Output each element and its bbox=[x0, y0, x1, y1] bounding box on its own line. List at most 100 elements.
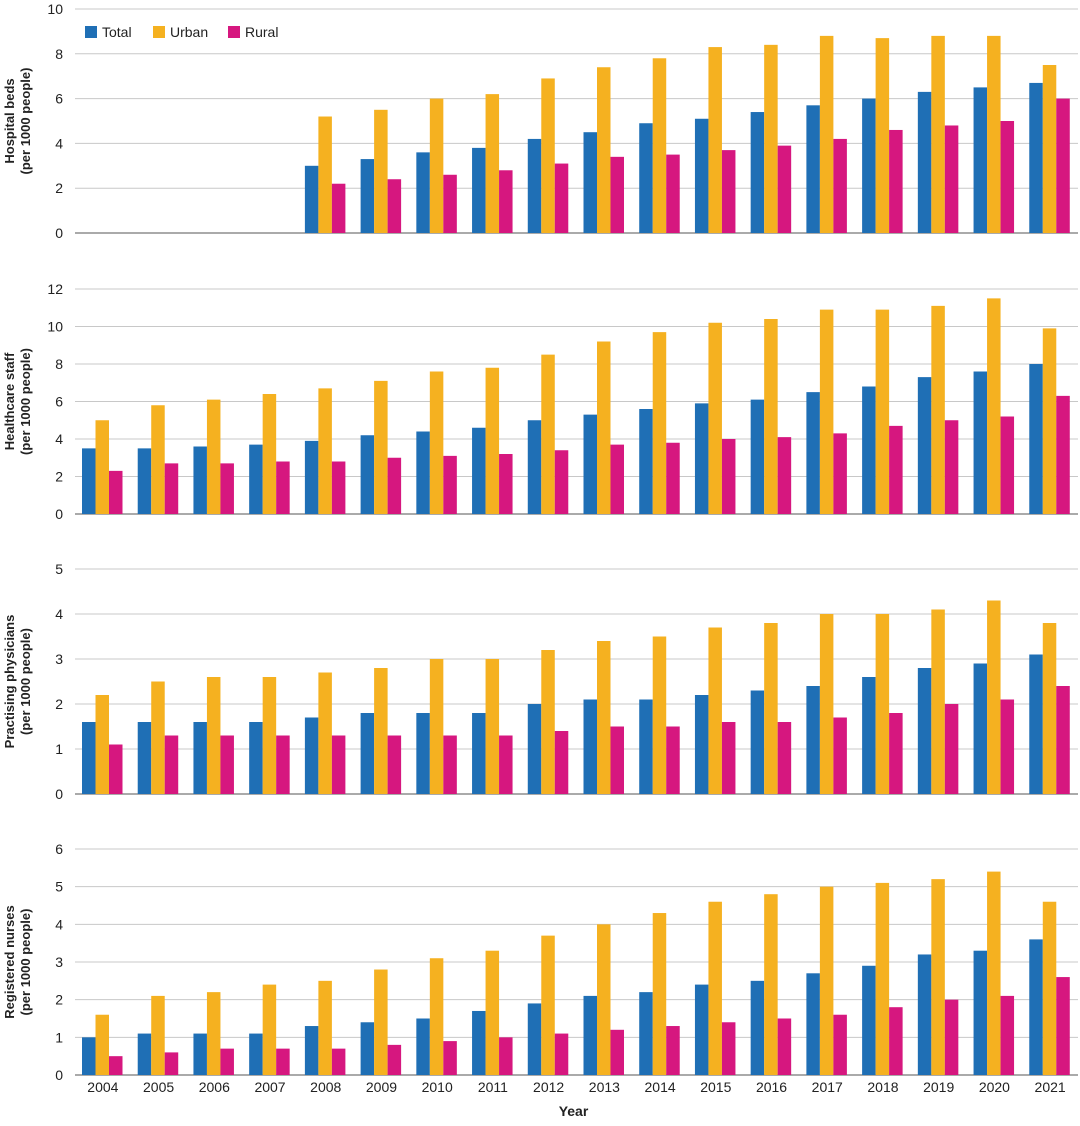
panel-3-bar-total-2019 bbox=[917, 954, 932, 1075]
panel-1-bar-urban-2017 bbox=[819, 309, 834, 514]
panel-0-ytick-2: 4 bbox=[55, 135, 63, 151]
panel-2-bar-urban-2012 bbox=[541, 650, 555, 794]
panel-3-bar-urban-2008 bbox=[318, 980, 332, 1075]
panel-2-bar-total-2004 bbox=[82, 722, 96, 794]
panel-1-bar-rural-2011 bbox=[499, 454, 513, 514]
panel-0-bar-rural-2018 bbox=[889, 129, 903, 233]
xtick-2008: 2008 bbox=[310, 1079, 341, 1095]
panel-3-bar-urban-2013 bbox=[597, 924, 611, 1075]
panel-1-bar-urban-2010 bbox=[429, 371, 444, 514]
xtick-2017: 2017 bbox=[812, 1079, 843, 1095]
panel-3-ytick-1: 1 bbox=[55, 1029, 63, 1045]
panel-1-bar-rural-2020 bbox=[1000, 416, 1015, 514]
panel-0-bar-urban-2017 bbox=[819, 35, 834, 233]
legend-swatch-rural bbox=[228, 26, 240, 38]
panel-2-ylabel: Practising physicians(per 1000 people) bbox=[2, 615, 33, 749]
panel-3-bar-total-2006 bbox=[193, 1033, 207, 1075]
panel-2-bar-rural-2008 bbox=[331, 735, 346, 794]
panel-2-bar-urban-2014 bbox=[652, 636, 667, 794]
panel-0-bar-total-2019 bbox=[917, 91, 932, 233]
panel-2-bar-total-2020 bbox=[973, 663, 988, 794]
panel-1-bar-rural-2012 bbox=[554, 450, 569, 514]
panel-1-ytick-1: 2 bbox=[55, 469, 63, 485]
xtick-2004: 2004 bbox=[87, 1079, 118, 1095]
panel-2-bar-total-2006 bbox=[193, 722, 207, 794]
panel-0-bar-total-2012 bbox=[527, 138, 542, 233]
panel-2-ytick-4: 4 bbox=[55, 606, 63, 622]
panel-0-bar-urban-2009 bbox=[374, 109, 388, 233]
panel-0-bar-total-2017 bbox=[806, 105, 820, 233]
panel-3-bar-total-2018 bbox=[862, 965, 876, 1075]
panel-1-bar-urban-2013 bbox=[597, 341, 611, 514]
panel-1-ytick-3: 6 bbox=[55, 394, 63, 410]
panel-2-bar-rural-2015 bbox=[721, 722, 736, 794]
panel-1-bar-urban-2007 bbox=[262, 394, 277, 514]
panel-0-ytick-5: 10 bbox=[47, 1, 63, 17]
panel-2-bar-urban-2013 bbox=[597, 641, 611, 794]
panel-2-bar-urban-2017 bbox=[819, 614, 834, 794]
panel-3-bar-rural-2007 bbox=[276, 1048, 290, 1075]
panel-0-bar-urban-2011 bbox=[485, 94, 500, 234]
panel-3-bar-total-2020 bbox=[973, 950, 988, 1075]
panel-2-ytick-5: 5 bbox=[55, 561, 63, 577]
panel-0-bar-rural-2019 bbox=[944, 125, 959, 233]
panel-2-bar-urban-2008 bbox=[318, 672, 332, 794]
panel-3-bar-total-2009 bbox=[360, 1022, 375, 1075]
panel-3-ytick-5: 5 bbox=[55, 879, 63, 895]
panel-2-bar-total-2009 bbox=[360, 713, 375, 794]
panel-2-bar-rural-2018 bbox=[889, 713, 903, 794]
panel-1-bar-total-2017 bbox=[806, 392, 820, 514]
panel-1-bar-urban-2020 bbox=[987, 298, 1001, 514]
legend-swatch-urban bbox=[153, 26, 165, 38]
panel-3-bar-total-2008 bbox=[304, 1026, 319, 1075]
panel-3-bar-total-2010 bbox=[416, 1018, 430, 1075]
panel-3-bar-urban-2007 bbox=[262, 984, 277, 1075]
panel-2-bar-rural-2006 bbox=[220, 735, 234, 794]
panel-2-bar-total-2021 bbox=[1029, 654, 1043, 794]
panel-0-bar-rural-2020 bbox=[1000, 121, 1015, 233]
xtick-2005: 2005 bbox=[143, 1079, 174, 1095]
panel-1-bar-total-2006 bbox=[193, 446, 207, 514]
panel-2-bar-total-2019 bbox=[917, 668, 932, 794]
panel-2-bar-total-2015 bbox=[694, 695, 709, 794]
panel-3-bar-rural-2005 bbox=[164, 1052, 179, 1075]
panel-2-bar-total-2011 bbox=[472, 713, 486, 794]
xtick-2021: 2021 bbox=[1035, 1079, 1066, 1095]
panel-1-bar-rural-2013 bbox=[610, 444, 624, 514]
panel-1-bar-rural-2014 bbox=[666, 442, 680, 514]
panel-0-ytick-1: 2 bbox=[55, 180, 63, 196]
panel-0-bar-total-2009 bbox=[360, 159, 375, 233]
x-axis-label: Year bbox=[559, 1103, 589, 1119]
panel-0-bar-rural-2009 bbox=[387, 179, 402, 233]
panel-0-bar-rural-2021 bbox=[1056, 98, 1070, 233]
panel-1-bar-total-2019 bbox=[917, 377, 932, 514]
panel-1-bar-rural-2016 bbox=[777, 437, 792, 514]
panel-0-ylabel: Hospital beds(per 1000 people) bbox=[2, 68, 33, 175]
panel-1-bar-total-2011 bbox=[472, 427, 486, 514]
panel-3-bar-rural-2008 bbox=[331, 1048, 346, 1075]
panel-0-ytick-0: 0 bbox=[55, 225, 63, 241]
panel-0-bar-total-2015 bbox=[694, 118, 709, 233]
panel-2-bar-urban-2004 bbox=[95, 695, 109, 794]
panel-3-bar-total-2016 bbox=[750, 980, 765, 1075]
panel-1-bar-rural-2008 bbox=[331, 461, 346, 514]
panel-2-bar-rural-2012 bbox=[554, 731, 569, 794]
panel-3-bar-total-2017 bbox=[806, 973, 820, 1075]
panel-3-bar-urban-2010 bbox=[429, 958, 444, 1075]
panel-2-bar-urban-2020 bbox=[987, 600, 1001, 794]
panel-2-bar-rural-2010 bbox=[443, 735, 457, 794]
panel-3-bar-rural-2021 bbox=[1056, 977, 1070, 1075]
panel-1-bar-rural-2018 bbox=[889, 425, 903, 514]
panel-0-bar-total-2021 bbox=[1029, 82, 1043, 233]
panel-1-bar-total-2016 bbox=[750, 399, 765, 514]
panel-3-bar-rural-2017 bbox=[833, 1014, 847, 1075]
panel-0-bar-rural-2013 bbox=[610, 156, 624, 233]
panel-2-bar-urban-2015 bbox=[708, 627, 722, 794]
panel-2-bar-urban-2006 bbox=[206, 677, 221, 794]
panel-3-bar-rural-2013 bbox=[610, 1029, 624, 1075]
panel-2-bar-rural-2004 bbox=[109, 744, 123, 794]
panel-2-bar-rural-2014 bbox=[666, 726, 680, 794]
panel-2-bar-total-2018 bbox=[862, 677, 876, 794]
